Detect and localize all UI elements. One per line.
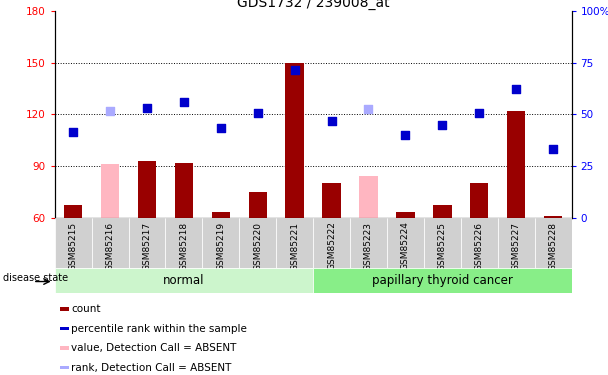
Text: GSM85220: GSM85220 — [254, 222, 262, 270]
Bar — [240, 217, 276, 268]
Point — [511, 86, 521, 92]
Point — [68, 129, 78, 135]
Text: GSM85226: GSM85226 — [475, 222, 484, 270]
Point — [142, 105, 152, 111]
Text: papillary thyroid cancer: papillary thyroid cancer — [372, 274, 513, 287]
Bar — [64, 206, 83, 218]
Bar — [359, 176, 378, 218]
Point — [437, 122, 447, 128]
Text: GSM85223: GSM85223 — [364, 222, 373, 270]
Bar — [249, 192, 267, 217]
Bar — [313, 217, 350, 268]
Text: disease state: disease state — [3, 273, 68, 283]
Text: GSM85218: GSM85218 — [179, 222, 188, 271]
Bar — [165, 217, 202, 268]
Bar — [55, 217, 92, 268]
Bar — [60, 308, 69, 310]
Bar — [544, 216, 562, 217]
Text: GSM85224: GSM85224 — [401, 222, 410, 270]
Bar — [322, 183, 341, 218]
Bar — [387, 217, 424, 268]
Point — [326, 118, 336, 124]
Bar — [534, 217, 572, 268]
Point — [253, 110, 263, 116]
Bar — [285, 63, 304, 217]
Point — [290, 67, 300, 73]
Text: GSM85222: GSM85222 — [327, 222, 336, 270]
Text: rank, Detection Call = ABSENT: rank, Detection Call = ABSENT — [71, 363, 232, 372]
Bar — [60, 327, 69, 330]
Bar — [60, 366, 69, 369]
Point — [105, 108, 115, 114]
Bar — [424, 217, 461, 268]
Bar — [60, 346, 69, 350]
Bar — [212, 212, 230, 217]
Text: percentile rank within the sample: percentile rank within the sample — [71, 324, 247, 333]
Bar — [138, 161, 156, 218]
Text: GSM85221: GSM85221 — [290, 222, 299, 270]
Bar — [470, 183, 488, 218]
Title: GDS1732 / 239008_at: GDS1732 / 239008_at — [237, 0, 390, 10]
Text: GSM85228: GSM85228 — [548, 222, 558, 270]
Text: value, Detection Call = ABSENT: value, Detection Call = ABSENT — [71, 343, 237, 353]
Bar — [101, 164, 119, 218]
Bar — [461, 217, 498, 268]
Bar — [498, 217, 534, 268]
Bar — [92, 217, 128, 268]
Text: count: count — [71, 304, 101, 314]
Text: GSM85217: GSM85217 — [142, 222, 151, 271]
Text: GSM85227: GSM85227 — [512, 222, 520, 270]
Bar — [128, 217, 165, 268]
Bar — [55, 268, 313, 292]
Point — [364, 106, 373, 112]
Bar — [313, 268, 572, 292]
Bar — [350, 217, 387, 268]
Bar — [202, 217, 240, 268]
Point — [401, 132, 410, 138]
Text: GSM85219: GSM85219 — [216, 222, 226, 271]
Point — [216, 125, 226, 131]
Text: GSM85216: GSM85216 — [106, 222, 114, 271]
Bar — [507, 111, 525, 218]
Text: GSM85215: GSM85215 — [69, 222, 78, 271]
Text: GSM85225: GSM85225 — [438, 222, 447, 270]
Point — [548, 146, 558, 152]
Bar — [276, 217, 313, 268]
Text: normal: normal — [163, 274, 205, 287]
Bar — [396, 212, 415, 217]
Point — [179, 99, 188, 105]
Bar — [174, 162, 193, 218]
Bar — [433, 206, 452, 218]
Point — [474, 110, 484, 116]
